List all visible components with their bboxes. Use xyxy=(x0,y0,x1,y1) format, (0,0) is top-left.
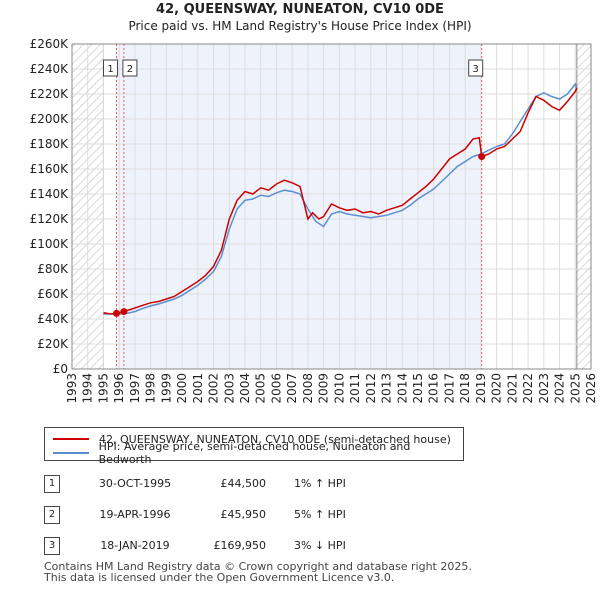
sale-point xyxy=(478,153,486,161)
table-row: 3 18-JAN-2019 £169,950 3% ↓ HPI xyxy=(44,537,464,555)
x-tick-label: 2017 xyxy=(442,373,456,404)
x-tick-label: 2018 xyxy=(458,373,472,404)
y-tick-label: £140K xyxy=(30,187,70,201)
x-tick-label: 1999 xyxy=(159,373,173,404)
marker-badge xyxy=(122,59,138,77)
legend-item-hpi: HPI: Average price, semi-detached house,… xyxy=(53,440,463,466)
table-row: 1 30-OCT-1995 £44,500 1% ↑ HPI xyxy=(44,475,464,493)
y-tick-label: £260K xyxy=(30,37,70,51)
hpi-line xyxy=(103,82,578,315)
marker-badge xyxy=(103,59,119,77)
x-tick-label: 2016 xyxy=(427,373,441,404)
x-tick-label: 2006 xyxy=(269,373,283,404)
x-tick-label: 2004 xyxy=(238,373,252,404)
x-tick-label: 1997 xyxy=(128,373,142,404)
y-tick-label: £120K xyxy=(30,212,70,226)
y-tick-label: £200K xyxy=(30,112,70,126)
marker-label: 3 xyxy=(473,64,479,75)
footer-copyright: Contains HM Land Registry data © Crown c… xyxy=(44,560,472,573)
x-tick-label: 2007 xyxy=(285,373,299,404)
transaction-badge: 3 xyxy=(44,537,60,555)
footer-licence: This data is licensed under the Open Gov… xyxy=(44,571,395,584)
marker-badge xyxy=(468,59,484,77)
transaction-date: 30-OCT-1995 xyxy=(98,477,172,490)
transaction-date: 18-JAN-2019 xyxy=(100,539,170,552)
x-tick-label: 2020 xyxy=(490,373,504,404)
x-tick-label: 1994 xyxy=(81,373,95,404)
x-tick-label: 2012 xyxy=(364,373,378,404)
x-tick-label: 1998 xyxy=(144,373,158,404)
x-tick-label: 2026 xyxy=(584,373,598,404)
x-tick-label: 2024 xyxy=(553,373,567,404)
legend-swatch-blue xyxy=(53,452,89,454)
y-tick-label: £20K xyxy=(37,337,69,351)
x-tick-label: 2021 xyxy=(505,373,519,404)
marker-label: 2 xyxy=(127,64,133,75)
x-tick-label: 2008 xyxy=(301,373,315,404)
x-tick-label: 2011 xyxy=(348,373,362,404)
transaction-badge: 2 xyxy=(44,506,60,524)
marker-label: 1 xyxy=(107,64,113,75)
legend-swatch-red xyxy=(53,438,89,440)
legend: 42, QUEENSWAY, NUNEATON, CV10 0DE (semi-… xyxy=(44,427,464,466)
x-tick-label: 2000 xyxy=(175,373,189,404)
x-tick-label: 2010 xyxy=(332,373,346,404)
transaction-hpi: 1% ↑ HPI xyxy=(294,477,346,490)
y-tick-label: £60K xyxy=(37,287,69,301)
hatched-region xyxy=(576,44,591,369)
transaction-hpi: 5% ↑ HPI xyxy=(294,508,346,521)
y-tick-label: £100K xyxy=(30,237,70,251)
x-tick-label: 2005 xyxy=(254,373,268,404)
y-tick-label: £240K xyxy=(30,62,70,76)
x-tick-label: 1996 xyxy=(112,373,126,404)
y-tick-label: £0 xyxy=(53,362,68,376)
x-tick-label: 2009 xyxy=(317,373,331,404)
chart-title: 42, QUEENSWAY, NUNEATON, CV10 0DE xyxy=(156,2,444,17)
legend-label-property: 42, QUEENSWAY, NUNEATON, CV10 0DE (semi-… xyxy=(99,432,451,446)
x-tick-label: 2014 xyxy=(395,373,409,404)
y-tick-label: £80K xyxy=(37,262,69,276)
y-tick-label: £180K xyxy=(30,137,70,151)
footer: Contains HM Land Registry data © Crown c… xyxy=(44,561,472,583)
y-tick-label: £220K xyxy=(30,87,70,101)
shaded-region xyxy=(116,44,482,369)
x-tick-label: 2019 xyxy=(474,373,488,404)
legend-item-property: 42, QUEENSWAY, NUNEATON, CV10 0DE (semi-… xyxy=(53,431,451,447)
legend-label-hpi: HPI: Average price, semi-detached house,… xyxy=(98,440,411,466)
sale-point xyxy=(120,308,128,316)
y-tick-label: £160K xyxy=(30,162,70,176)
x-tick-label: 2025 xyxy=(568,373,582,404)
price-chart: 42, QUEENSWAY, NUNEATON, CV10 0DE Price … xyxy=(30,2,598,404)
x-tick-label: 2013 xyxy=(380,373,394,404)
x-tick-label: 1993 xyxy=(65,373,79,404)
x-tick-label: 2001 xyxy=(191,373,205,404)
transaction-price: £45,950 xyxy=(220,508,267,521)
transaction-price: £169,950 xyxy=(213,539,267,552)
table-row: 2 19-APR-1996 £45,950 5% ↑ HPI xyxy=(44,506,464,524)
x-tick-label: 2003 xyxy=(222,373,236,404)
x-tick-label: 2015 xyxy=(411,373,425,404)
transaction-price: £44,500 xyxy=(220,477,267,490)
y-tick-label: £40K xyxy=(37,312,69,326)
transaction-date: 19-APR-1996 xyxy=(99,508,171,521)
sale-point xyxy=(113,309,121,317)
x-tick-label: 2023 xyxy=(537,373,551,404)
chart-subtitle: Price paid vs. HM Land Registry's House … xyxy=(128,19,471,33)
price-paid-line xyxy=(103,87,578,315)
transaction-badge: 1 xyxy=(44,475,60,493)
plot-border xyxy=(71,43,592,370)
x-tick-label: 2002 xyxy=(207,373,221,404)
transaction-hpi: 3% ↓ HPI xyxy=(294,539,346,552)
x-tick-label: 1995 xyxy=(96,373,110,404)
x-tick-label: 2022 xyxy=(521,373,535,404)
